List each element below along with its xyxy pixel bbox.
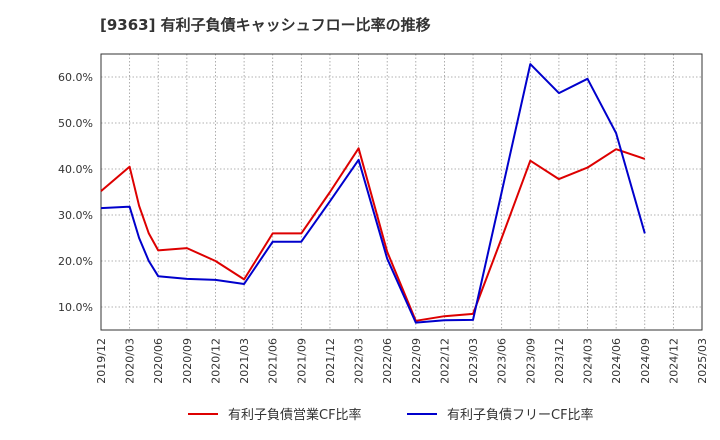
x-tick-label: 2020/12 [209, 338, 222, 384]
series-line-2 [100, 63, 646, 324]
x-tick-label: 2021/03 [238, 338, 251, 384]
y-tick-label: 60.0% [58, 71, 93, 84]
legend: 有利子負債営業CF比率 有利子負債フリーCF比率 [188, 407, 594, 423]
x-tick-label: 2020/09 [181, 338, 194, 384]
y-tick-label: 30.0% [58, 209, 93, 222]
x-tick-label: 2022/03 [353, 338, 366, 384]
x-tick-label: 2022/12 [438, 338, 451, 384]
x-tick-label: 2024/12 [667, 338, 680, 384]
x-tick-label: 2023/03 [467, 338, 480, 384]
x-tick-label: 2020/03 [124, 338, 137, 384]
x-tick-label: 2022/09 [410, 338, 423, 384]
plot-frame [100, 53, 703, 331]
plot-border [100, 53, 703, 331]
x-tick-label: 2023/09 [524, 338, 537, 384]
series-layer [100, 63, 646, 324]
chart-title: [9363] 有利子負債キャッシュフロー比率の推移 [100, 16, 431, 34]
legend-label-2: 有利子負債フリーCF比率 [447, 407, 594, 423]
x-tick-label: 2025/03 [696, 338, 709, 384]
series-line-1 [100, 147, 646, 322]
y-tick-label: 40.0% [58, 163, 93, 176]
x-tick-label: 2021/12 [324, 338, 337, 384]
grid-layer [101, 54, 702, 330]
x-axis-ticks: 2019/12 2020/03 2020/06 2020/09 2020/12 2021/… [95, 338, 709, 384]
y-tick-label: 10.0% [58, 301, 93, 314]
legend-label-1: 有利子負債営業CF比率 [228, 407, 362, 423]
y-tick-label: 20.0% [58, 255, 93, 268]
x-tick-label: 2019/12 [95, 338, 108, 384]
x-tick-label: 2024/09 [639, 338, 652, 384]
x-tick-label: 2020/06 [152, 338, 165, 384]
x-tick-label: 2024/03 [582, 338, 595, 384]
y-axis-ticks: 10.0% 20.0% 30.0% 40.0% 50.0% 60.0% [58, 71, 93, 314]
x-tick-label: 2021/09 [295, 338, 308, 384]
x-tick-label: 2024/06 [610, 338, 623, 384]
x-tick-label: 2023/12 [553, 338, 566, 384]
y-tick-label: 50.0% [58, 117, 93, 130]
x-tick-label: 2023/06 [496, 338, 509, 384]
x-tick-label: 2022/06 [381, 338, 394, 384]
x-tick-label: 2021/06 [267, 338, 280, 384]
